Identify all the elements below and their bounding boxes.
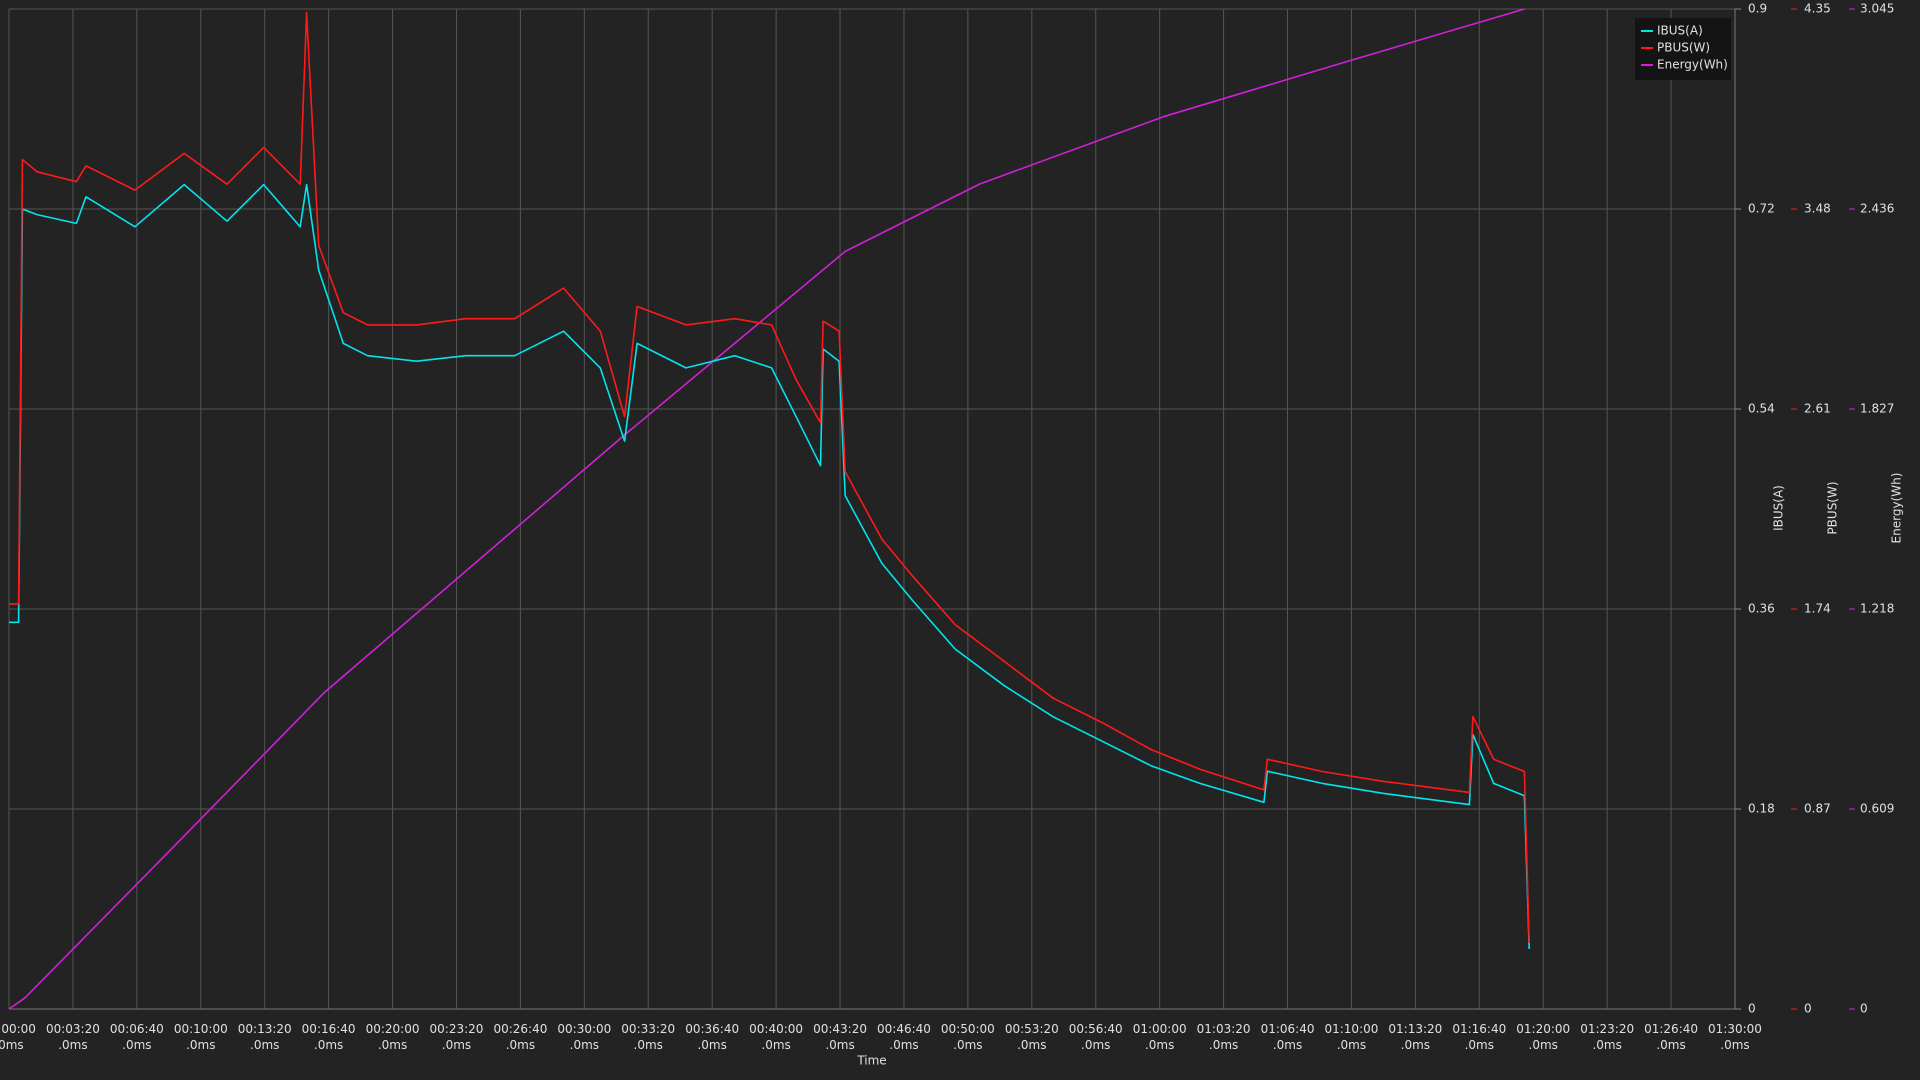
x-tick-label: 00:43:20 .0ms: [813, 1022, 867, 1052]
x-tick-label: 01:23:20 .0ms: [1580, 1022, 1635, 1052]
x-tick-label: 00:03:20 .0ms: [45, 1022, 100, 1052]
y-tick-label: 3.045: [1860, 2, 1894, 16]
x-tick-label: 01:10:00 .0ms: [1324, 1022, 1379, 1052]
x-tick-label: 00:06:40 .0ms: [109, 1022, 164, 1052]
x-tick-label: 00:20:00 .0ms: [365, 1022, 420, 1052]
y-tick-label: 3.48: [1804, 202, 1831, 216]
x-tick-label: 00:00:00 .0ms: [0, 1022, 36, 1052]
y2-axis-title: PBUS(W): [1826, 481, 1840, 534]
y-tick-label: 4.35: [1804, 2, 1831, 16]
x-tick-label: 00:53:20 .0ms: [1004, 1022, 1059, 1052]
x-tick-label: 01:20:00 .0ms: [1516, 1022, 1571, 1052]
series-line: [9, 183, 1530, 950]
legend-label: Energy(Wh): [1657, 58, 1728, 72]
legend-label: IBUS(A): [1657, 24, 1703, 38]
x-tick-label: 01:00:00 .0ms: [1132, 1022, 1187, 1052]
y-tick-label: 0: [1860, 1002, 1868, 1016]
y-tick-label: 1.218: [1860, 602, 1894, 616]
x-tick-label: 01:03:20 .0ms: [1196, 1022, 1251, 1052]
x-tick-label: 00:10:00 .0ms: [173, 1022, 228, 1052]
x-tick-label: 00:40:00 .0ms: [749, 1022, 804, 1052]
x-tick-label: 01:06:40 .0ms: [1260, 1022, 1315, 1052]
x-tick-label: 01:16:40 .0ms: [1452, 1022, 1507, 1052]
x-tick-label: 01:30:00 .0ms: [1708, 1022, 1762, 1052]
x-tick-label: 00:23:20 .0ms: [429, 1022, 484, 1052]
x-tick-label: 00:33:20 .0ms: [621, 1022, 676, 1052]
y-tick-label: 1.74: [1804, 602, 1831, 616]
x-tick-label: 00:13:20 .0ms: [237, 1022, 292, 1052]
x-tick-label: 00:30:00 .0ms: [557, 1022, 612, 1052]
y-tick-label: 2.61: [1804, 402, 1831, 416]
x-tick-label: 00:36:40 .0ms: [685, 1022, 740, 1052]
x-tick-label: 00:56:40 .0ms: [1068, 1022, 1123, 1052]
y-tick-label: 0.87: [1804, 802, 1831, 816]
y-tick-label: 0.609: [1860, 802, 1894, 816]
y3-axis-title: Energy(Wh): [1890, 473, 1904, 544]
x-axis-title: Time: [856, 1054, 886, 1068]
y-tick-label: 0.36: [1748, 602, 1775, 616]
x-tick-label: 00:16:40 .0ms: [301, 1022, 356, 1052]
y-tick-label: 1.827: [1860, 402, 1894, 416]
y-axis-title: IBUS(A): [1772, 485, 1786, 531]
series-line: [9, 11, 1530, 944]
series-line: [8, 8, 1525, 1010]
legend-label: PBUS(W): [1657, 41, 1710, 55]
y-tick-label: 0.54: [1748, 402, 1775, 416]
x-tick-label: 00:46:40 .0ms: [877, 1022, 931, 1052]
x-tick-label: 01:26:40 .0ms: [1644, 1022, 1699, 1052]
y-tick-label: 0.72: [1748, 202, 1775, 216]
x-tick-label: 01:13:20 .0ms: [1388, 1022, 1443, 1052]
y-tick-label: 2.436: [1860, 202, 1894, 216]
y-tick-label: 0: [1804, 1002, 1812, 1016]
x-tick-label: 00:26:40 .0ms: [493, 1022, 548, 1052]
x-tick-label: 00:50:00 .0ms: [940, 1022, 995, 1052]
y-tick-label: 0.18: [1748, 802, 1775, 816]
y-tick-label: 0.9: [1748, 2, 1767, 16]
y-tick-label: 0: [1748, 1002, 1756, 1016]
